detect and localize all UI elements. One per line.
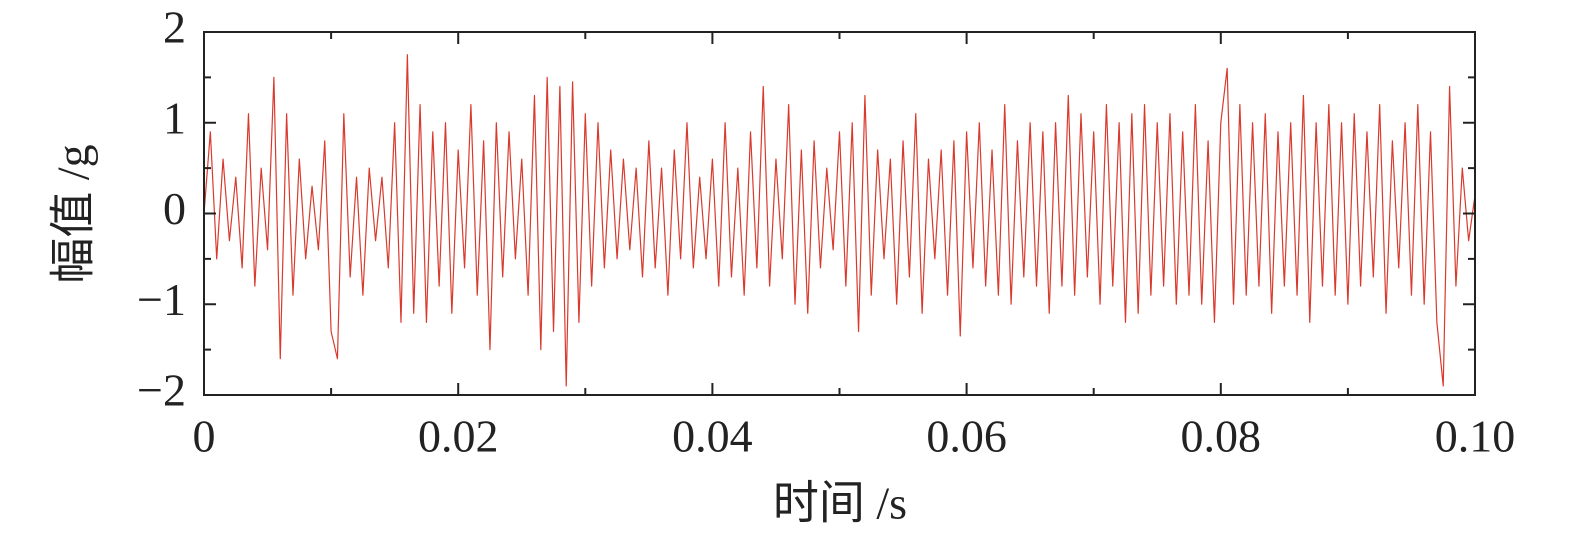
x-tick-label: 0.02 [418, 411, 499, 462]
y-axis-label: 幅值 /g [48, 144, 99, 283]
x-tick-label: 0.08 [1181, 411, 1262, 462]
plot-frame [203, 31, 1476, 396]
x-tick-label: 0 [193, 411, 216, 462]
y-tick-label: 1 [163, 92, 186, 143]
signal-line [203, 54, 1476, 387]
x-tick-label: 0.04 [672, 411, 753, 462]
x-tick-label: 0.10 [1435, 411, 1516, 462]
x-tick-label: 0.06 [926, 411, 1007, 462]
y-tick-label: 0 [163, 183, 186, 234]
y-tick-label: 2 [163, 2, 186, 53]
x-axis-label: 时间 /s [773, 478, 907, 529]
y-tick-label: −2 [137, 365, 186, 416]
y-tick-label: −1 [137, 274, 186, 325]
